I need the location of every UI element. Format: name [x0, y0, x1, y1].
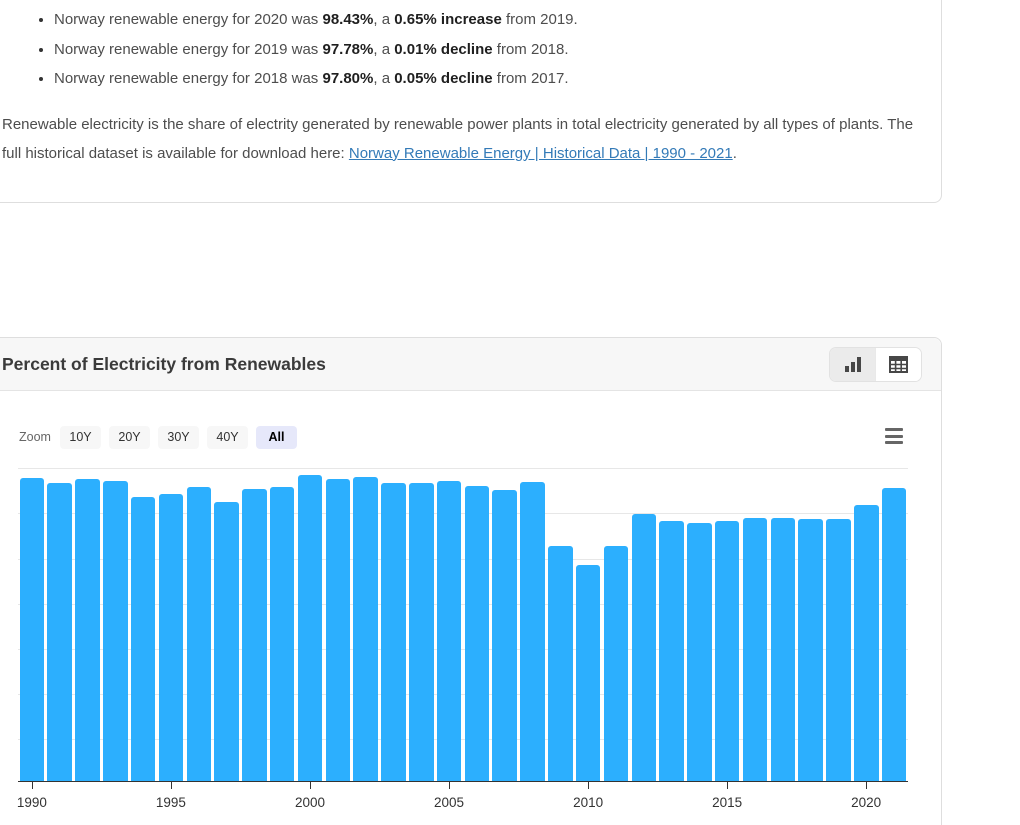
y-gridline-96	[18, 558, 908, 560]
historical-data-link[interactable]: Norway Renewable Energy | Historical Dat…	[348, 144, 733, 162]
y-gridline-88	[18, 739, 908, 741]
table-icon	[889, 356, 908, 373]
bar-2017[interactable]	[770, 517, 795, 781]
zoom-range-button-30y[interactable]: 30Y	[158, 425, 199, 449]
y-gridline-92	[18, 648, 908, 650]
bar-2002[interactable]	[353, 477, 378, 781]
bar-1997[interactable]	[214, 502, 239, 781]
x-axis-label-2010: 2010	[573, 795, 604, 810]
x-axis-label-2020: 2020	[851, 795, 882, 810]
highlight-text: Norway renewable energy for 2019 was	[54, 40, 323, 58]
highlight-value: 97.78%	[322, 40, 374, 58]
bar-1994[interactable]	[130, 497, 156, 781]
bar-2001[interactable]	[325, 479, 350, 781]
bar-2011[interactable]	[603, 545, 629, 781]
bar-2021[interactable]	[881, 488, 907, 781]
bar-2003[interactable]	[381, 482, 406, 781]
highlights-list: Norway renewable energy for 2020 was 98.…	[2, 5, 921, 94]
highlight-2020: Norway renewable energy for 2020 was 98.…	[54, 5, 921, 35]
bar-2012[interactable]	[631, 514, 656, 781]
bar-2018[interactable]	[798, 518, 823, 781]
zoom-range-button-20y[interactable]: 20Y	[109, 425, 150, 449]
zoom-range-button-40y[interactable]: 40Y	[207, 425, 248, 449]
x-axis-tick-2000	[310, 782, 311, 789]
x-axis-tick-1990	[31, 782, 33, 789]
highlight-value: 97.80%	[322, 70, 374, 87]
highlight-change: 0.65% increase	[394, 11, 502, 28]
bar-1999[interactable]	[269, 486, 295, 781]
bar-2000[interactable]	[297, 474, 323, 781]
bar-2015[interactable]	[714, 521, 740, 781]
bar-2014[interactable]	[687, 522, 712, 781]
x-axis-label-2000: 2000	[294, 795, 326, 810]
hamburger-menu-icon[interactable]	[885, 428, 903, 444]
bar-2009[interactable]	[548, 545, 573, 781]
bar-2005[interactable]	[436, 481, 462, 781]
chart-view-button[interactable]	[830, 348, 875, 381]
bar-2008[interactable]	[520, 481, 545, 781]
zoom-range-button-10y[interactable]: 10Y	[60, 425, 101, 449]
x-axis-tick-2010	[588, 782, 590, 789]
bar-1990[interactable]	[19, 477, 45, 781]
x-axis-label-1995: 1995	[155, 795, 186, 810]
bar-2020[interactable]	[854, 504, 879, 781]
bar-2019[interactable]	[826, 519, 851, 781]
bar-2007[interactable]	[492, 490, 517, 781]
highlight-change: 0.01% decline	[394, 40, 493, 58]
highlight-change: 0.05% decline	[394, 70, 493, 87]
y-gridline-90	[18, 694, 908, 696]
x-axis-tick-2020	[866, 782, 868, 789]
x-axis-tick-2005	[449, 782, 450, 789]
bar-2016[interactable]	[742, 517, 768, 781]
chart-plot-area[interactable]: 1990 1995 2000 2005 2010 2015 2020	[17, 461, 908, 810]
bar-1998[interactable]	[242, 488, 267, 781]
x-axis-tick-1995	[170, 782, 172, 789]
x-axis-label-2015: 2015	[712, 795, 743, 810]
bar-2006[interactable]	[464, 486, 490, 781]
zoom-range-button-all[interactable]: All	[256, 425, 297, 449]
chart-view-toggle	[829, 347, 922, 382]
bar-2010[interactable]	[575, 564, 601, 781]
chart-title: Percent of Electricity from Renewables	[2, 354, 326, 374]
bar-chart-icon	[844, 357, 861, 372]
bar-2013[interactable]	[659, 521, 684, 781]
summary-card: Norway renewable energy for 2020 was 98.…	[0, 0, 942, 203]
highlight-text: Norway renewable energy for 2020 was	[54, 11, 323, 28]
table-view-button[interactable]	[875, 348, 921, 381]
y-gridline-100	[18, 468, 908, 469]
highlight-text: Norway renewable energy for 2018 was	[54, 70, 323, 87]
x-axis-label-2005: 2005	[433, 795, 465, 810]
description-paragraph: Renewable electricity is the share of el…	[2, 115, 914, 162]
zoom-label: Zoom	[19, 430, 51, 444]
bar-1993[interactable]	[103, 481, 128, 781]
bar-1996[interactable]	[186, 486, 211, 781]
bar-1991[interactable]	[47, 483, 72, 781]
y-gridline-94	[18, 603, 908, 605]
chart-card: Percent of Electricity from Renewables Z…	[0, 337, 942, 825]
bar-1992[interactable]	[75, 479, 100, 781]
chart-header: Percent of Electricity from Renewables	[0, 338, 941, 391]
bar-1995[interactable]	[158, 493, 184, 781]
y-gridline-98	[18, 513, 908, 515]
bar-2004[interactable]	[409, 483, 434, 781]
zoom-controls: Zoom 10Y 20Y 30Y 40Y All	[19, 425, 297, 449]
x-axis-tick-2015	[727, 782, 729, 789]
highlight-value: 98.43%	[322, 11, 374, 28]
highlight-2019: Norway renewable energy for 2019 was 97.…	[54, 35, 921, 65]
x-axis-label-1990: 1990	[16, 795, 47, 810]
highlight-2018: Norway renewable energy for 2018 was 97.…	[54, 64, 921, 94]
